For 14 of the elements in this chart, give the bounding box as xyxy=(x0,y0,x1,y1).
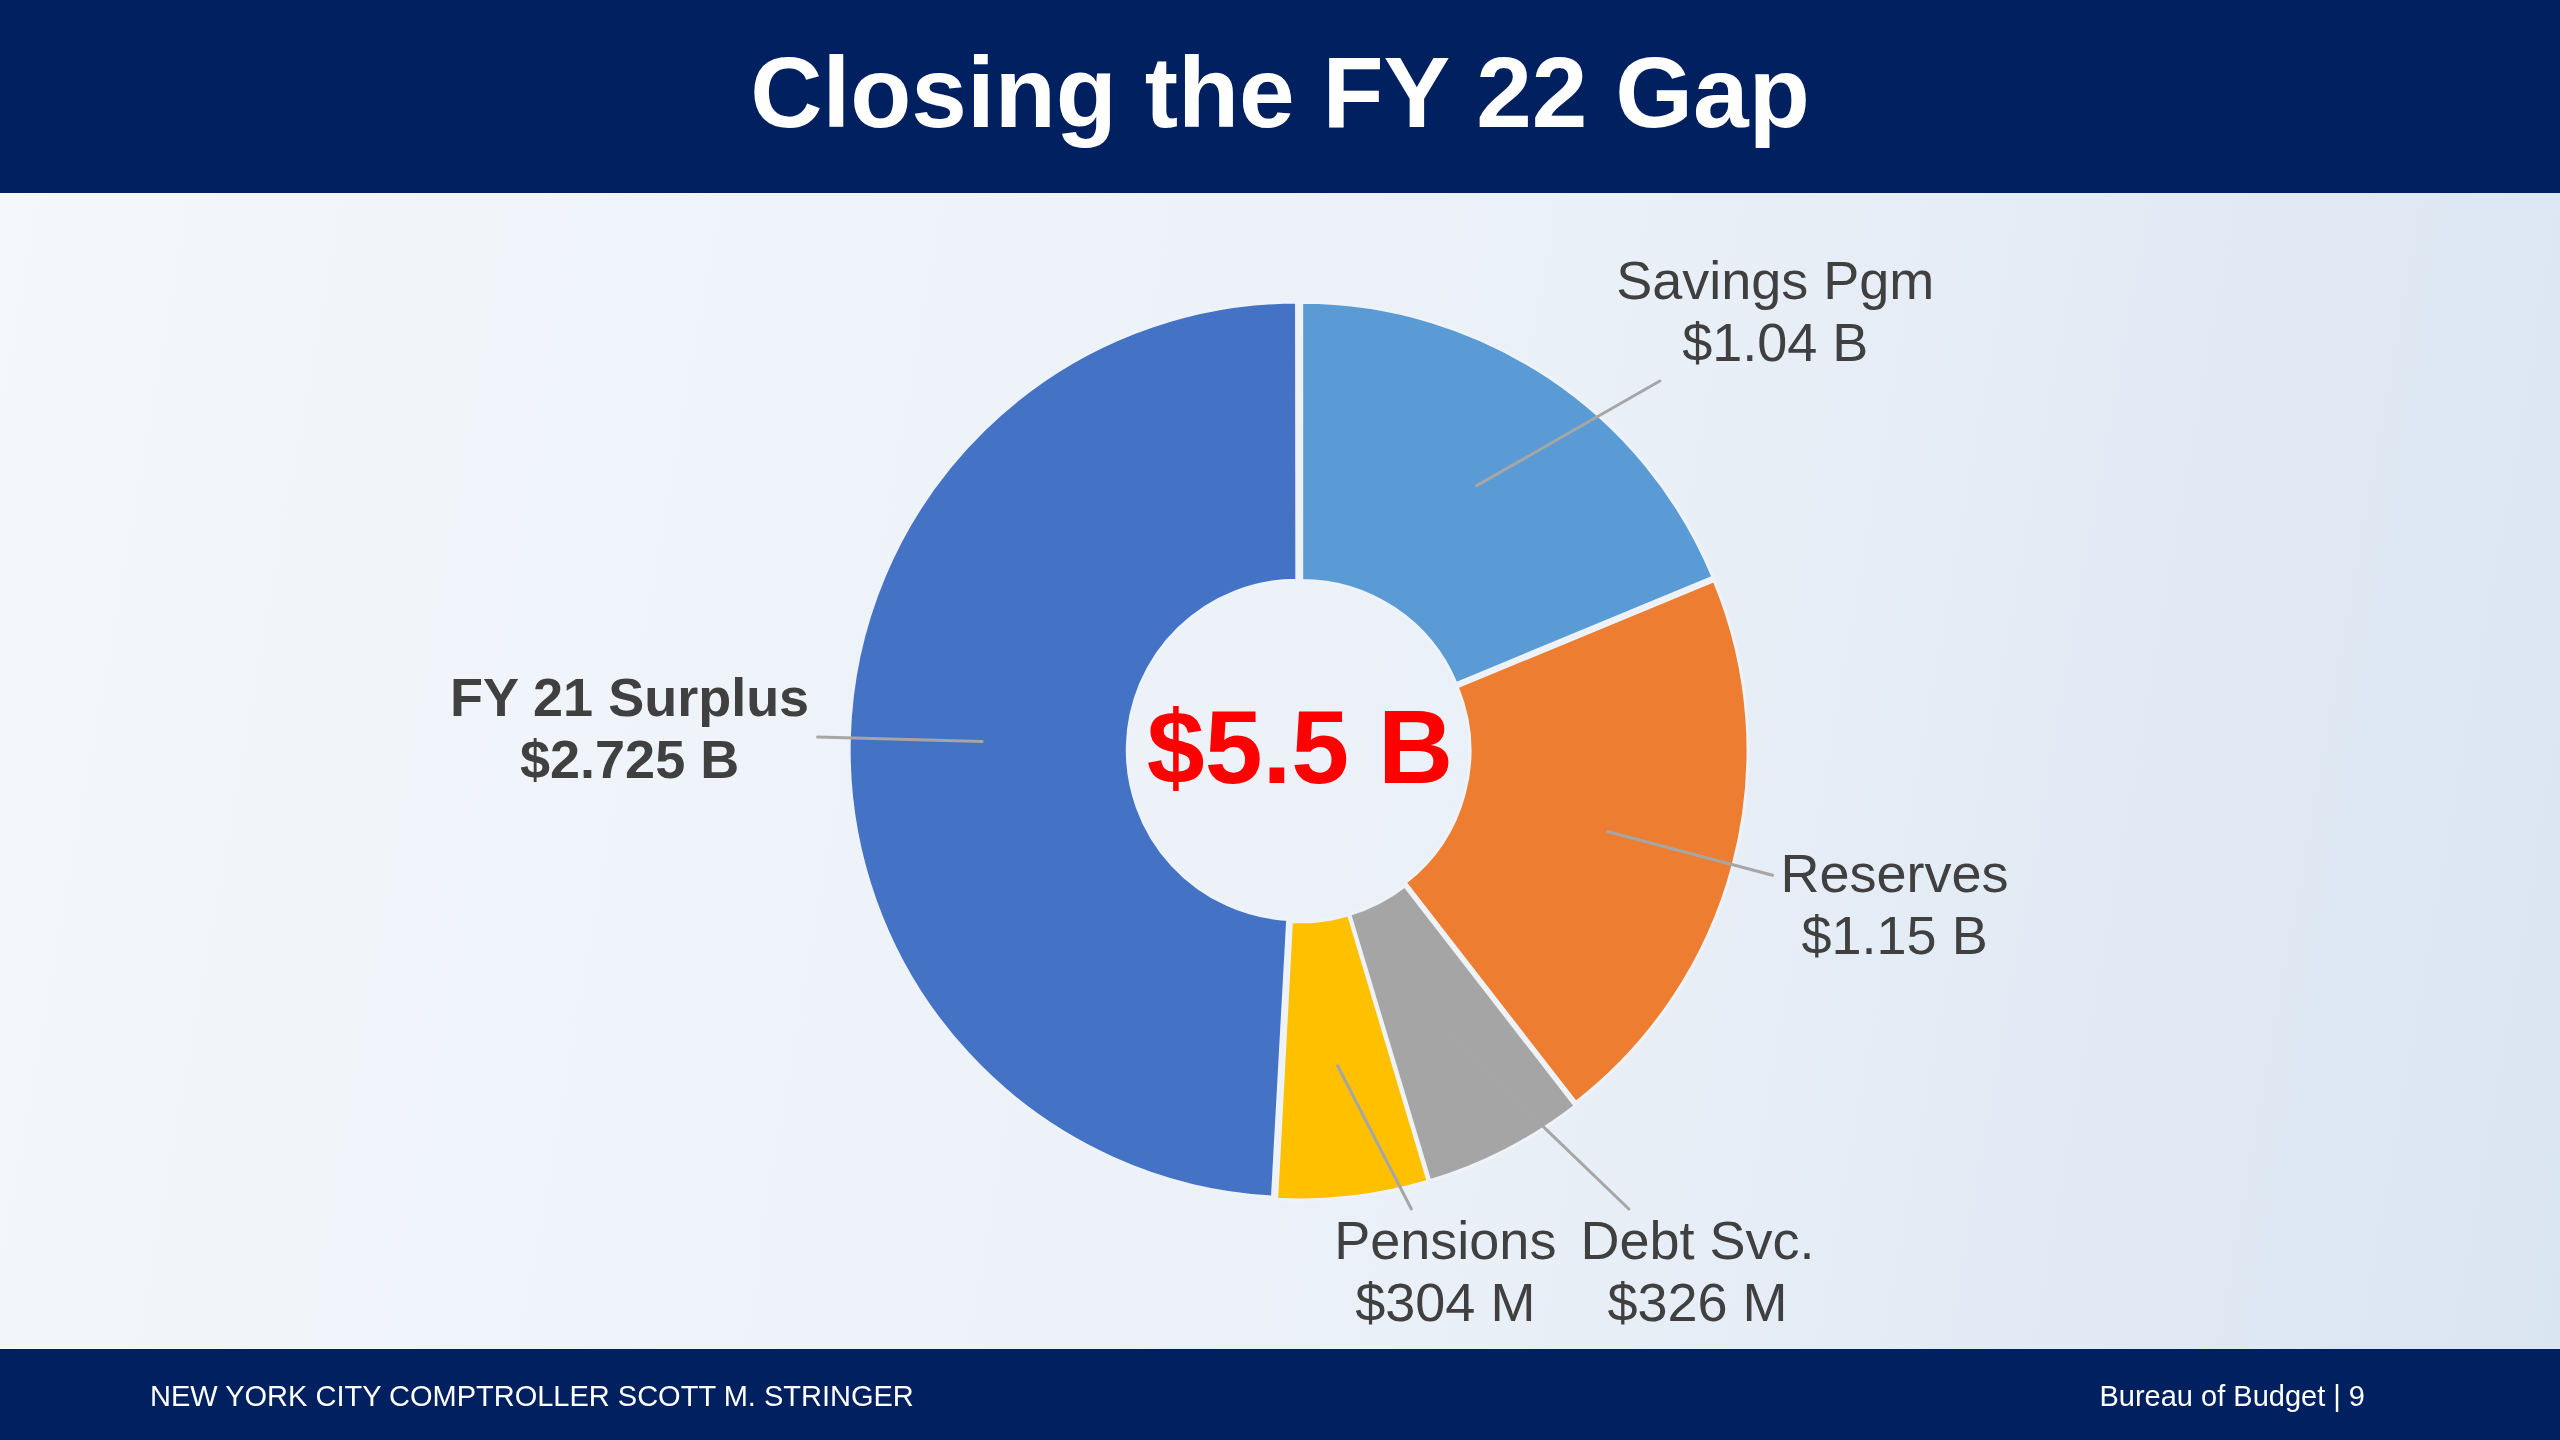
text: Bureau of Budget | 9 xyxy=(2099,1379,2365,1414)
slice-label: Reserves xyxy=(1780,842,2009,903)
text: $5.5 B xyxy=(1146,688,1454,805)
data-label: $304 M xyxy=(1355,1271,1536,1332)
text: NEW YORK CITY COMPTROLLER SCOTT M. STRINGER xyxy=(150,1379,914,1414)
data-label: $1.15 B xyxy=(1801,904,1988,965)
chart-title: Closing the FY 22 Gap xyxy=(0,0,2560,193)
slice-label: Pensions xyxy=(1334,1209,1557,1270)
data-label: $2.725 B xyxy=(520,728,740,789)
slice-label: FY 21 Surplus xyxy=(450,666,810,727)
slice-label: Debt Svc. xyxy=(1580,1209,1815,1270)
data-label: $326 M xyxy=(1607,1271,1788,1332)
slice-label: Savings Pgm xyxy=(1616,249,1935,310)
data-label: $1.04 B xyxy=(1682,311,1869,372)
